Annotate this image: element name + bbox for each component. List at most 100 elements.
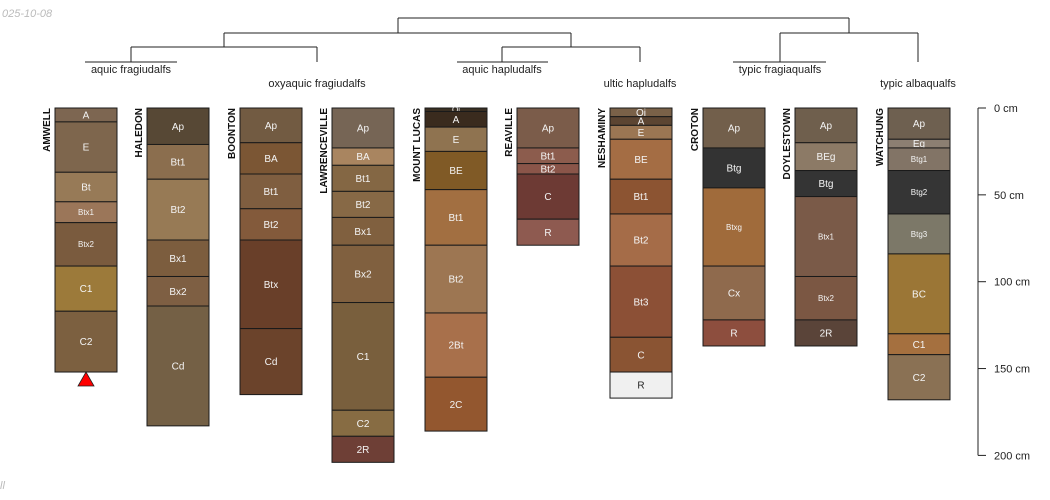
horizon-block — [239, 239, 303, 330]
horizon-block — [887, 170, 951, 215]
horizon-block — [146, 305, 210, 427]
horizon-label: C1 — [357, 352, 370, 363]
soil-profile-lawrenceville: Ap BA Bt1 Bt2 Bx1 Bx2 C1 C2 2R LAWRENCEVILLE — [319, 107, 395, 463]
horizon-block — [331, 216, 395, 246]
profile-name: BOONTON — [227, 108, 238, 159]
profile-name: REAVILLE — [504, 108, 515, 157]
horizon-block — [54, 121, 118, 173]
depth-tick-label: 150 cm — [994, 364, 1030, 376]
horizon-label: Bt2 — [263, 220, 278, 231]
horizon-label: Ap — [542, 124, 555, 135]
horizon-block — [424, 189, 488, 246]
depth-tick-label: 100 cm — [994, 277, 1030, 289]
horizon-label: BA — [356, 152, 370, 163]
truncation-marker — [77, 371, 95, 387]
horizon-block — [887, 107, 951, 140]
horizon-label: BEg — [817, 152, 836, 163]
horizon-block — [331, 409, 395, 437]
horizon-block — [609, 265, 673, 338]
horizon-block — [794, 142, 858, 172]
horizon-label: Bt1 — [355, 174, 370, 185]
horizon-label: Bx2 — [354, 269, 372, 280]
horizon-label: R — [637, 381, 644, 392]
horizon-label: Eg — [913, 139, 925, 150]
horizon-label: Bt3 — [633, 297, 648, 308]
soil-profile-reaville: Ap Bt1 Bt2 C R REAVILLE — [504, 107, 580, 246]
horizon-label: Btg1 — [911, 155, 928, 164]
horizon-label: R — [730, 329, 737, 340]
horizon-label: E — [83, 143, 90, 154]
horizon-label: Btg — [818, 179, 833, 190]
horizon-label: C2 — [357, 419, 370, 430]
horizon-label: Btx1 — [78, 208, 95, 217]
horizon-block — [424, 150, 488, 191]
horizon-block — [54, 310, 118, 373]
profile-name: WATCHUNG — [875, 108, 886, 166]
horizon-label: Ap — [265, 121, 278, 132]
depth-tick-label: 0 cm — [994, 103, 1018, 115]
horizon-label: A — [83, 111, 90, 122]
horizon-block — [331, 435, 395, 463]
profile-name: MOUNT LUCAS — [412, 108, 423, 182]
profile-name: HALEDON — [134, 108, 145, 157]
horizon-label: Oi — [452, 106, 460, 115]
footer-stamp: ll — [0, 480, 5, 492]
horizon-label: C — [637, 350, 644, 361]
horizon-label: BE — [449, 166, 463, 177]
horizon-label: Bt1 — [263, 187, 278, 198]
horizon-label: Btx2 — [818, 294, 835, 303]
horizon-block — [424, 376, 488, 432]
horizon-label: C1 — [80, 284, 93, 295]
horizon-label: Bx1 — [169, 254, 187, 265]
horizon-block — [331, 107, 395, 149]
horizon-block — [239, 208, 303, 241]
depth-axis: 0 cm 50 cm 100 cm 150 cm 200 cm — [977, 103, 1030, 462]
depth-tick-label: 50 cm — [994, 190, 1024, 202]
horizon-label: Bt1 — [540, 151, 555, 162]
group-label: ultic hapludalfs — [604, 78, 677, 90]
horizon-label: BC — [912, 289, 926, 300]
horizon-label: Ap — [172, 122, 185, 133]
horizon-block — [146, 107, 210, 145]
horizon-label: Bt1 — [633, 192, 648, 203]
horizon-block — [239, 107, 303, 144]
horizon-label: Bt2 — [448, 275, 463, 286]
horizon-label: BE — [634, 155, 648, 166]
horizon-label: Btg3 — [911, 230, 928, 239]
horizon-label: Cx — [728, 289, 740, 300]
horizon-block — [702, 147, 766, 189]
soil-profile-amwell: A E Bt Btx1 Btx2 C1 C2 AMWELL — [42, 107, 118, 387]
horizon-block — [239, 328, 303, 396]
horizon-block — [794, 275, 858, 321]
horizon-label: Btx2 — [78, 240, 95, 249]
horizon-block — [239, 173, 303, 210]
horizon-block — [887, 253, 951, 335]
soil-profile-boonton: Ap BA Bt1 Bt2 Btx Cd BOONTON — [227, 107, 303, 396]
horizon-block — [794, 319, 858, 347]
horizon-block — [609, 178, 673, 215]
horizon-label: Cd — [265, 357, 278, 368]
horizon-label: A — [453, 115, 460, 126]
horizon-label: Bt1 — [448, 213, 463, 224]
horizon-label: Bx2 — [169, 287, 187, 298]
horizon-label: Ap — [728, 124, 741, 135]
group-label: typic albaqualfs — [880, 78, 956, 90]
horizon-label: C — [544, 192, 551, 203]
horizon-block — [702, 265, 766, 321]
date-stamp: 025-10-08 — [2, 8, 53, 20]
horizon-block — [331, 244, 395, 304]
horizon-label: C1 — [913, 340, 926, 351]
horizon-block — [424, 312, 488, 378]
dendrogram — [85, 17, 919, 63]
horizon-label: Cd — [172, 362, 185, 373]
horizon-block — [331, 302, 395, 411]
horizon-label: Bt2 — [633, 236, 648, 247]
soil-profile-doylestown: Ap BEg Btg Btx1 Btx2 2R DOYLESTOWN — [782, 107, 858, 347]
group-labels: aquic fragiudalfs oxyaquic fragiudalfs aqu… — [91, 64, 956, 90]
horizon-label: A — [638, 117, 645, 128]
horizon-label: Btx — [264, 280, 278, 291]
horizon-block — [516, 218, 580, 246]
horizon-label: Ap — [357, 124, 370, 135]
